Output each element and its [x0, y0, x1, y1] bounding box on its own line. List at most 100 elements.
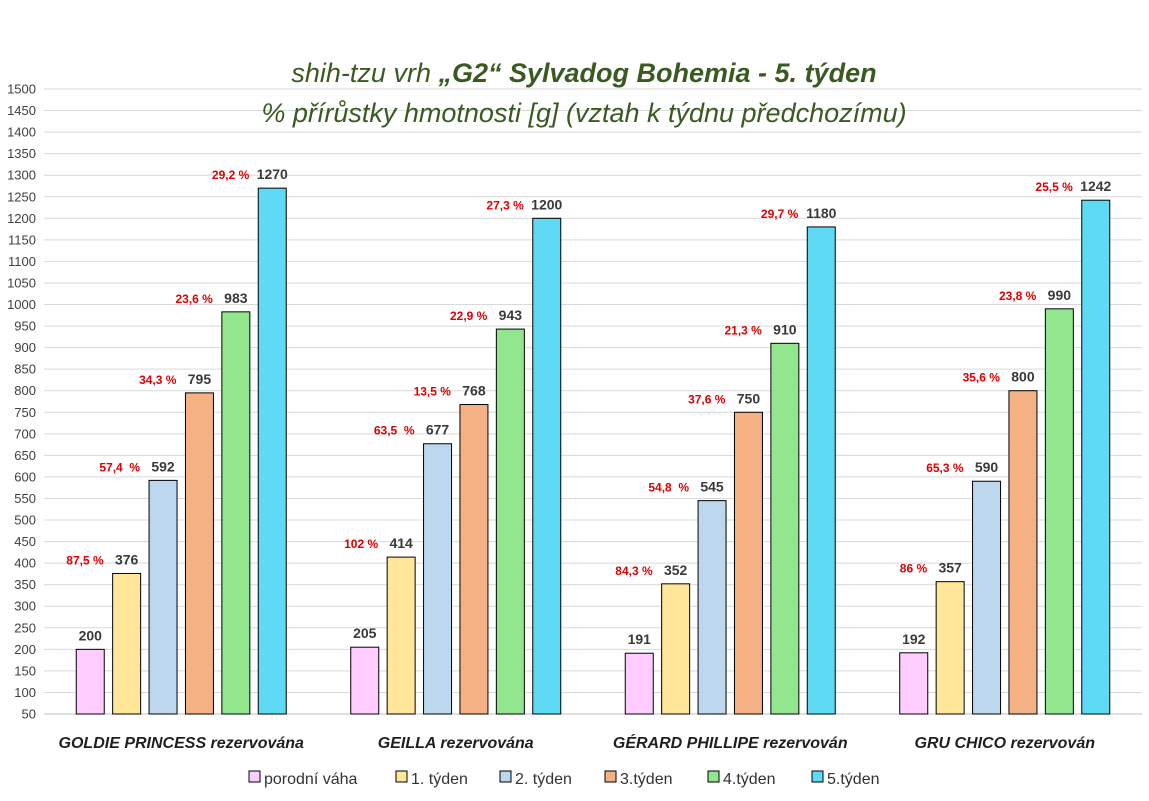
y-tick-label: 350 — [14, 577, 36, 592]
value-label: 983 — [224, 290, 248, 306]
percent-label: 54,8 % — [648, 481, 689, 495]
bar — [972, 480, 1002, 715]
legend-item: 5.týden — [811, 770, 879, 788]
percent-label: 63,5 % — [374, 424, 415, 438]
bar — [350, 646, 380, 715]
value-label: 205 — [353, 625, 377, 641]
legend-swatch — [811, 770, 824, 783]
legend-label: 4.týden — [723, 771, 775, 788]
legend-swatch — [499, 770, 512, 783]
percent-label: 29,7 % — [761, 207, 799, 221]
value-label: 750 — [737, 390, 761, 406]
legend-swatch — [604, 770, 617, 783]
bar — [624, 652, 654, 715]
y-axis: 50 100 150 200 250 300 350 400 450 500 550 600 650 70… — [7, 82, 36, 722]
bar — [697, 500, 727, 715]
y-tick-label: 750 — [14, 405, 36, 420]
bar — [733, 411, 763, 715]
percent-label: 23,6 % — [175, 292, 213, 306]
value-label: 1200 — [531, 196, 562, 212]
y-tick-label: 400 — [14, 556, 36, 571]
value-label: 545 — [700, 479, 724, 495]
y-tick-label: 450 — [14, 534, 36, 549]
y-tick-label: 650 — [14, 448, 36, 463]
bar — [257, 187, 287, 715]
category-label: GÉRARD PHILLIPE rezervován — [613, 733, 848, 752]
category-label: GRU CHICO rezervován — [915, 735, 1096, 752]
y-tick-label: 800 — [14, 383, 36, 398]
chart-subtitle: % přírůstky hmotnosti [g] (vztah k týdnu… — [261, 98, 906, 128]
y-tick-label: 1450 — [7, 103, 36, 118]
bar — [184, 392, 214, 715]
value-label: 768 — [462, 383, 486, 399]
legend-label: 5.týden — [827, 771, 879, 788]
percent-label: 87,5 % — [66, 553, 104, 567]
bar — [532, 217, 562, 715]
bar — [423, 443, 453, 715]
legend-item: 2. týden — [499, 770, 572, 788]
bar — [459, 404, 489, 715]
y-tick-label: 1100 — [8, 254, 36, 269]
bar — [112, 572, 142, 715]
value-label: 943 — [499, 307, 523, 323]
y-tick-label: 600 — [14, 469, 36, 484]
y-tick-label: 300 — [14, 599, 36, 614]
y-tick-label: 150 — [14, 663, 36, 678]
legend-label: 3.týden — [620, 771, 672, 788]
y-tick-label: 1200 — [7, 211, 36, 226]
value-label: 352 — [664, 562, 688, 578]
y-tick-label: 200 — [14, 642, 36, 657]
percent-label: 27,3 % — [486, 198, 524, 212]
legend-swatch — [395, 770, 408, 783]
percent-label: 65,3 % — [926, 461, 964, 475]
category-labels: GOLDIE PRINCESS rezervována GEILLA rezerv… — [59, 733, 1096, 752]
legend-item: porodní váha — [248, 770, 358, 788]
y-tick-label: 1350 — [7, 146, 36, 161]
bar — [1081, 199, 1111, 715]
bar — [495, 328, 525, 715]
percent-label: 23,8 % — [999, 289, 1037, 303]
y-tick-label: 950 — [14, 319, 36, 334]
bar — [770, 342, 800, 715]
bars — [75, 187, 1111, 715]
legend: porodní váha 1. týden 2. týden 3.týden 4.týd… — [248, 770, 879, 788]
bar — [899, 652, 929, 715]
legend-item: 1. týden — [395, 770, 468, 788]
chart-title-bold: „G2“ Sylvadog Bohemia - 5. týden — [437, 58, 876, 88]
percent-label: 25,5 % — [1035, 180, 1073, 194]
legend-swatch — [248, 770, 261, 783]
y-tick-label: 1500 — [7, 82, 36, 97]
value-label: 795 — [188, 371, 212, 387]
y-tick-label: 900 — [14, 340, 36, 355]
value-label: 376 — [115, 551, 139, 567]
y-tick-label: 550 — [14, 491, 36, 506]
bar — [661, 583, 691, 715]
bar — [221, 311, 251, 715]
y-tick-label: 850 — [14, 362, 36, 377]
category-label: GOLDIE PRINCESS rezervována — [59, 735, 305, 752]
bar — [75, 648, 105, 715]
bar — [1044, 308, 1074, 715]
value-label: 990 — [1048, 287, 1072, 303]
value-label: 592 — [151, 458, 175, 474]
chart-title-plain: shih-tzu vrh — [291, 58, 438, 88]
bar — [806, 226, 836, 715]
legend-item: 4.týden — [707, 770, 775, 788]
value-label: 590 — [975, 459, 999, 475]
value-label: 800 — [1011, 369, 1035, 385]
legend-label: 1. týden — [411, 771, 468, 788]
value-label: 414 — [389, 535, 413, 551]
legend-label: porodní váha — [264, 771, 358, 788]
legend-swatch — [707, 770, 720, 783]
percent-label: 13,5 % — [414, 385, 452, 399]
percent-label: 34,3 % — [139, 373, 177, 387]
percent-label: 21,3 % — [724, 323, 762, 337]
y-tick-label: 50 — [22, 707, 36, 722]
percent-label: 35,6 % — [963, 371, 1001, 385]
y-tick-label: 1250 — [7, 189, 36, 204]
y-tick-label: 250 — [14, 620, 36, 635]
category-label: GEILLA rezervována — [378, 735, 534, 752]
legend-label: 2. týden — [515, 771, 572, 788]
value-label: 200 — [79, 627, 103, 643]
